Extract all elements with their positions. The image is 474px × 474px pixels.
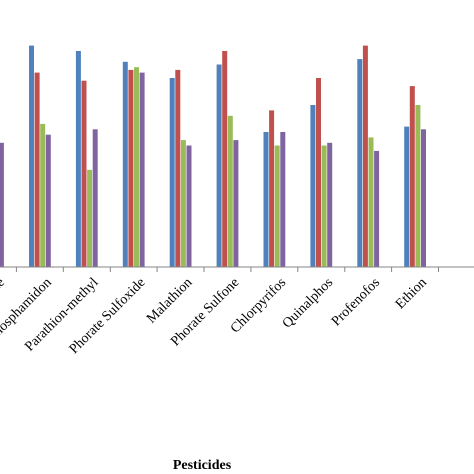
- bar-6-0: [263, 132, 269, 267]
- bar-2-2: [87, 169, 93, 267]
- bar-4-1: [175, 69, 181, 268]
- bar-4-0: [169, 78, 175, 267]
- x-axis-tick-labels: ethoatePhosphamidonParathion-methylPhora…: [0, 275, 430, 357]
- bar-0-3: [0, 142, 4, 267]
- x-tick-label-9: Ethion: [393, 275, 430, 312]
- bar-8-3: [374, 150, 380, 267]
- bar-1-1: [34, 72, 40, 267]
- bar-9-2: [415, 105, 421, 267]
- x-tick-label-0: ethoate: [0, 275, 8, 314]
- bar-3-3: [139, 72, 145, 267]
- x-axis-title: Pesticides: [173, 458, 232, 473]
- bar-5-2: [227, 115, 233, 267]
- bar-3-0: [122, 61, 128, 267]
- bar-6-2: [274, 145, 280, 267]
- bar-5-0: [216, 64, 222, 267]
- bar-3-1: [128, 69, 134, 268]
- bar-8-1: [362, 45, 368, 267]
- bar-7-3: [327, 142, 333, 267]
- bar-1-0: [29, 45, 34, 267]
- bar-group: [0, 45, 426, 268]
- bar-6-1: [269, 110, 275, 268]
- bar-7-1: [316, 78, 321, 267]
- bar-6-3: [280, 132, 286, 267]
- bar-2-1: [81, 80, 87, 267]
- bar-5-1: [222, 51, 228, 267]
- bar-1-2: [40, 123, 46, 268]
- bar-8-2: [368, 137, 374, 267]
- bar-9-3: [421, 129, 426, 267]
- bar-9-1: [409, 86, 415, 267]
- bar-5-3: [233, 140, 239, 267]
- bar-4-2: [180, 140, 186, 267]
- bar-9-0: [404, 126, 410, 267]
- x-tick-label-7: Quinalphos: [280, 275, 336, 331]
- bar-2-0: [75, 51, 81, 267]
- bar-7-2: [321, 145, 327, 267]
- bar-7-0: [310, 105, 316, 267]
- bar-1-3: [45, 134, 51, 267]
- bar-4-3: [186, 145, 192, 267]
- bar-8-0: [357, 59, 363, 267]
- x-tick-label-8: Profenofos: [329, 275, 383, 329]
- x-axis-ticks: [15, 267, 439, 272]
- bar-3-2: [134, 67, 139, 267]
- bar-2-3: [92, 129, 98, 267]
